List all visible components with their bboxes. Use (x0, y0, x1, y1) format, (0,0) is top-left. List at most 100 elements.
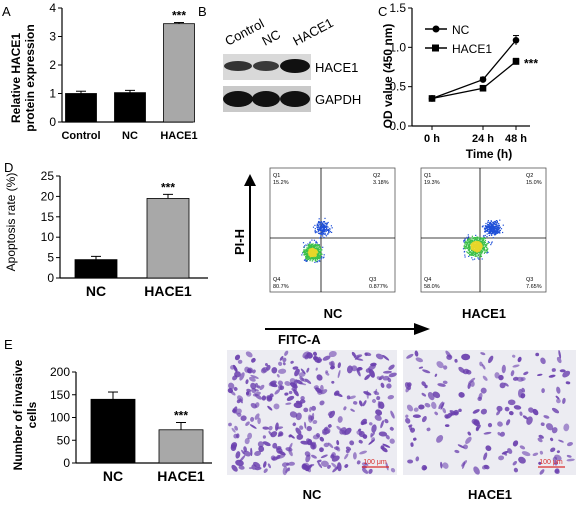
flow-event (490, 227, 491, 228)
flow-hace1-label: HACE1 (462, 306, 506, 321)
x-tick-label: 48 h (505, 133, 527, 145)
flow-nc-q4-value: 80.7% (273, 284, 289, 290)
flow-event (475, 252, 476, 253)
flow-event (477, 256, 478, 257)
flow-hace1-q4: Q4 (424, 277, 431, 283)
flow-event (316, 252, 317, 253)
flow-event (471, 237, 472, 238)
flow-event (482, 244, 483, 245)
flow-event (464, 246, 465, 247)
flow-event (477, 251, 478, 252)
flow-event (479, 252, 480, 253)
flow-event (492, 241, 493, 242)
flow-event (471, 253, 472, 254)
flow-event (320, 250, 321, 251)
flow-event (499, 220, 500, 221)
y-tick-label: 2 (49, 58, 56, 72)
flow-event (311, 251, 312, 252)
panel-a: A Relative HACE1 protein expression 0123… (2, 1, 198, 142)
flow-event (464, 248, 465, 249)
flow-event (311, 240, 312, 241)
flow-event (319, 245, 320, 246)
flow-event (305, 244, 306, 245)
flow-event (316, 245, 317, 246)
flow-event (312, 260, 313, 261)
flow-event (477, 257, 478, 258)
y-tick-label: 0.0 (389, 119, 406, 133)
flow-nc-q3-value: 0.877% (369, 284, 388, 290)
flow-hace1-q4-value: 58.0% (424, 284, 440, 290)
flow-event (317, 255, 318, 256)
panel-a-bars: *** (66, 9, 195, 122)
significance-label: *** (172, 9, 186, 23)
flow-event (320, 230, 321, 231)
flow-event (328, 232, 329, 233)
flow-event (305, 258, 306, 259)
flow-event (309, 250, 310, 251)
flow-event (321, 221, 322, 222)
flow-event (311, 254, 312, 255)
flow-event (471, 255, 472, 256)
panel-c: C OD value (450 nm) 0.00.51.01.5 0 h 24 h… (378, 1, 538, 161)
flow-event (305, 259, 306, 260)
flow-event (316, 247, 317, 248)
flow-event (317, 261, 318, 262)
flow-event (485, 246, 486, 247)
panel-c-xlabel: Time (h) (466, 147, 512, 161)
flow-event (488, 231, 489, 232)
y-tick-label: 100 (50, 411, 70, 425)
scale-bar-nc-label: 100 μm (363, 459, 387, 466)
flow-event (485, 228, 486, 229)
flow-event (309, 254, 310, 255)
flow-event (493, 228, 494, 229)
flow-event (316, 241, 317, 242)
y-tick-label: 3 (49, 30, 56, 44)
flow-event (496, 226, 497, 227)
y-tick-label: 5 (47, 251, 54, 265)
category-label: NC (103, 468, 123, 484)
flow-event (492, 232, 493, 233)
flow-event (303, 249, 304, 250)
flow-event (325, 234, 326, 235)
flow-event (309, 253, 310, 254)
flow-event (478, 255, 479, 256)
flow-event (478, 247, 479, 248)
flow-event (308, 252, 309, 253)
flow-event (493, 224, 494, 225)
flow-x-axis-label: FITC-A (278, 332, 321, 347)
flow-event (313, 259, 314, 260)
flow-nc-q3: Q3 (369, 277, 376, 283)
flow-hace1-q3: Q3 (526, 277, 533, 283)
flow-event (314, 246, 315, 247)
flow-event (472, 240, 473, 241)
flow-event (485, 229, 486, 230)
flow-event (317, 253, 318, 254)
flow-event (490, 223, 491, 224)
flow-event (478, 241, 479, 242)
flow-event (465, 238, 466, 239)
flow-event (488, 241, 489, 242)
flow-event (493, 237, 494, 238)
flow-event (482, 239, 483, 240)
flow-hace1-q1-value: 19.3% (424, 180, 440, 186)
flow-event (318, 229, 319, 230)
flow-event (503, 225, 504, 226)
flow-event (312, 257, 313, 258)
flow-event (308, 248, 309, 249)
flow-hace1-q2-value: 15.0% (526, 180, 542, 186)
flow-event (466, 248, 467, 249)
flow-event (470, 248, 471, 249)
stained-cell (311, 406, 316, 411)
flow-event (493, 227, 494, 228)
flow-event (328, 230, 329, 231)
panel-d: D Apoptosis rate (%) 0510152025 *** NC HA… (4, 160, 546, 347)
flow-event (318, 226, 319, 227)
bar-control (66, 94, 97, 123)
legend-label-hace1: HACE1 (452, 42, 492, 56)
flow-event (309, 258, 310, 259)
flow-event (325, 233, 326, 234)
flow-nc-q1: Q1 (273, 173, 280, 179)
flow-event (481, 250, 482, 251)
flow-event (498, 229, 499, 230)
